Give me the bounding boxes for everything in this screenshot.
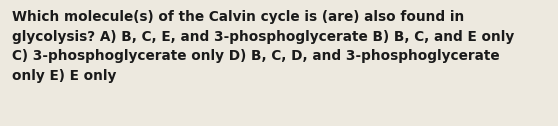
Text: Which molecule(s) of the Calvin cycle is (are) also found in
glycolysis? A) B, C: Which molecule(s) of the Calvin cycle is…	[12, 10, 514, 83]
